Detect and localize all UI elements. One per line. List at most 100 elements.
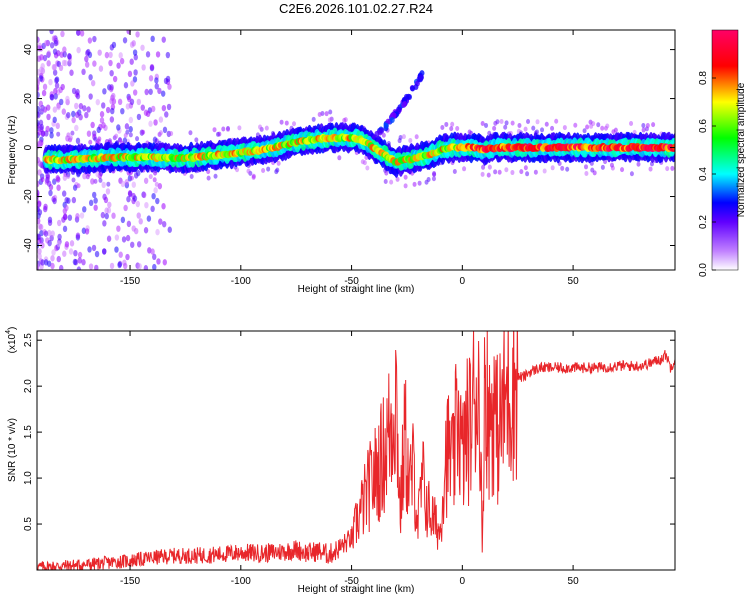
- noise-cell: [61, 59, 67, 67]
- noise-cell: [123, 262, 128, 270]
- noise-cell: [75, 92, 81, 100]
- noise-cell: [71, 87, 77, 95]
- scatter-cell: [169, 131, 174, 137]
- branch-cell: [396, 106, 402, 113]
- noise-cell: [52, 106, 58, 113]
- noise-cell: [91, 244, 97, 252]
- noise-cell: [127, 95, 132, 103]
- noise-cell: [107, 201, 112, 208]
- noise-cell: [88, 263, 94, 270]
- noise-cell: [66, 111, 71, 119]
- noise-cell: [45, 125, 50, 133]
- noise-cell: [124, 179, 129, 186]
- scatter-cell: [237, 125, 242, 131]
- noise-cell: [47, 219, 53, 226]
- scatter-cell: [450, 121, 455, 127]
- noise-cell: [161, 104, 167, 112]
- colorbar-ticks: 0.0 0.2 0.4 0.6 0.8: [698, 71, 716, 277]
- noise-cell: [81, 68, 86, 76]
- scatter-cell: [365, 165, 370, 171]
- noise-cell: [141, 64, 146, 71]
- noise-cell: [120, 216, 126, 224]
- noise-cell: [49, 30, 54, 35]
- noise-cell: [61, 190, 67, 197]
- svg-text:(x104): (x104): [5, 327, 18, 354]
- noise-cell: [37, 209, 43, 216]
- noise-cell: [162, 126, 168, 134]
- noise-cell: [128, 126, 133, 133]
- scatter-cell: [158, 130, 163, 136]
- noise-cell: [102, 220, 107, 227]
- scatter-cell: [266, 166, 271, 172]
- noise-cell: [161, 220, 167, 228]
- noise-cell: [74, 111, 80, 118]
- snr-x-ticks: -150 -100 -50 0 50: [120, 331, 579, 587]
- colorbar-gradient: [712, 30, 738, 270]
- scatter-cell: [398, 135, 403, 141]
- scatter-cell: [629, 121, 634, 127]
- noise-cell: [87, 37, 93, 44]
- noise-cell: [92, 191, 97, 199]
- scatter-cell: [645, 123, 650, 129]
- scatter-cell: [609, 162, 614, 168]
- scatter-cell: [213, 173, 218, 179]
- noise-cell: [38, 223, 44, 231]
- scatter-cell: [629, 171, 634, 177]
- noise-cell: [79, 30, 85, 37]
- scatter-cell: [414, 134, 419, 140]
- scatter-cell: [276, 160, 281, 166]
- noise-cell: [132, 49, 138, 56]
- noise-cell: [37, 253, 42, 260]
- scatter-cell: [395, 176, 400, 182]
- noise-cell: [109, 116, 115, 123]
- snr-y-tick-label: 1.5: [23, 425, 34, 439]
- spectrogram-x-ticks: -150 -100 -50 0 50: [120, 30, 579, 287]
- noise-cell: [126, 195, 131, 203]
- scatter-cell: [129, 175, 134, 181]
- scatter-cell: [636, 161, 641, 167]
- noise-cell: [99, 117, 105, 124]
- noise-cell: [76, 266, 82, 270]
- noise-cell: [95, 98, 100, 106]
- branch-cell: [389, 116, 395, 123]
- spectrogram-frame: [36, 29, 676, 271]
- scatter-cell: [641, 127, 646, 133]
- noise-cell: [46, 50, 51, 57]
- colorbar: 0.0 0.2 0.4 0.6 0.8 Normalized spectral ampl…: [698, 29, 747, 277]
- scatter-cell: [279, 119, 284, 125]
- spectrogram-x-tick-label: 50: [568, 276, 580, 287]
- noise-cell: [120, 180, 126, 188]
- snr-x-tick-label: -50: [344, 576, 359, 587]
- scatter-cell: [292, 121, 297, 127]
- noise-cell: [137, 263, 142, 270]
- noise-cell: [71, 116, 76, 124]
- noise-cell: [88, 199, 94, 207]
- scatter-cell: [221, 126, 226, 132]
- scatter-cell: [533, 169, 538, 175]
- noise-cell: [155, 228, 160, 236]
- scatter-cell: [431, 176, 436, 182]
- scatter-cell: [56, 131, 61, 137]
- scatter-cell: [44, 179, 49, 185]
- noise-cell: [143, 265, 149, 270]
- scatter-cell: [188, 130, 193, 136]
- noise-cell: [55, 175, 60, 182]
- scatter-cell: [480, 171, 485, 177]
- noise-cell: [127, 70, 133, 78]
- noise-cell: [41, 89, 47, 97]
- noise-cell: [43, 203, 48, 211]
- noise-cell: [44, 39, 49, 47]
- noise-cell: [42, 54, 48, 62]
- scatter-cell: [670, 165, 675, 171]
- noise-cell: [147, 247, 152, 254]
- noise-cell: [161, 203, 166, 210]
- spectrogram-y-tick-label: -40: [23, 238, 34, 253]
- noise-cell: [56, 240, 62, 248]
- scatter-cell: [584, 171, 589, 177]
- noise-cell: [148, 120, 153, 127]
- noise-cell: [140, 44, 145, 51]
- noise-cell: [100, 211, 106, 219]
- noise-cell: [49, 132, 54, 139]
- branch-cell: [379, 127, 385, 134]
- scatter-cell: [588, 119, 593, 125]
